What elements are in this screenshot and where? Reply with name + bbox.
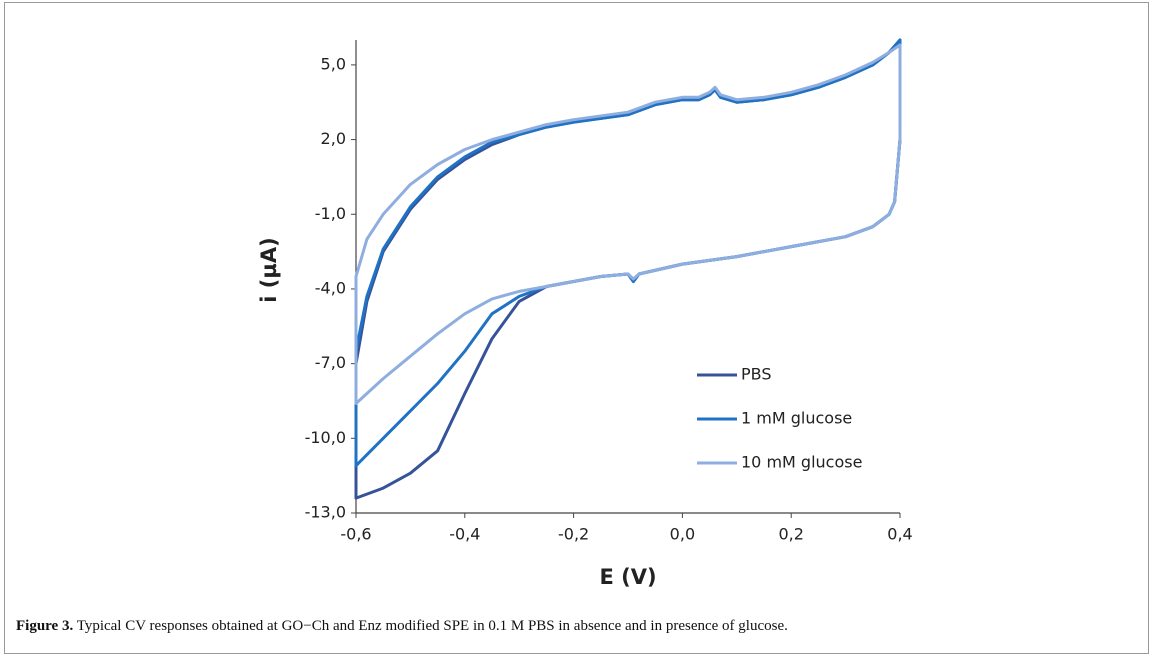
y-tick-label: -13,0 — [305, 503, 346, 522]
caption-text: Typical CV responses obtained at GO−Ch a… — [76, 618, 788, 634]
caption-label: Figure 3. — [16, 618, 74, 634]
legend-label: 1 mM glucose — [741, 409, 852, 428]
legend-label: 10 mM glucose — [741, 453, 862, 472]
y-tick-label: 2,0 — [321, 129, 346, 148]
y-tick-label: -7,0 — [315, 353, 346, 372]
x-tick-label: -0,4 — [449, 525, 480, 544]
series-line — [354, 43, 902, 405]
y-tick-label: -4,0 — [315, 278, 346, 297]
series-line — [354, 38, 902, 468]
x-tick-label: 0,0 — [670, 525, 695, 544]
x-tick-label: -0,2 — [558, 525, 589, 544]
x-tick-label: 0,4 — [887, 525, 912, 544]
x-tick-label: 0,2 — [778, 525, 803, 544]
figure-frame — [4, 2, 1149, 654]
caption: Figure 3. Typical CV responses obtained … — [16, 618, 788, 635]
legend-label: PBS — [741, 365, 772, 384]
y-axis-title: i (µA) — [257, 237, 281, 302]
y-tick-label: 5,0 — [321, 54, 346, 73]
y-tick-label: -1,0 — [315, 204, 346, 223]
y-tick-label: -10,0 — [305, 428, 346, 447]
x-tick-label: -0,6 — [340, 525, 371, 544]
series-line — [354, 38, 902, 500]
x-axis-title: E (V) — [599, 565, 656, 589]
